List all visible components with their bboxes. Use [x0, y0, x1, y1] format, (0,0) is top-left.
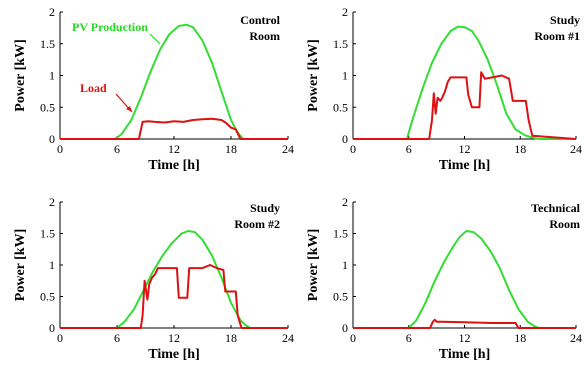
x-tick-label: 6: [406, 142, 412, 156]
y-tick-label: 0.5: [40, 100, 55, 114]
x-tick-label: 24: [570, 331, 582, 345]
x-tick-label: 6: [114, 331, 120, 345]
x-axis-label: Time [h]: [148, 158, 199, 173]
load-series-line: [60, 117, 288, 140]
y-tick-label: 1: [342, 69, 348, 83]
y-tick-label: 0.5: [333, 100, 348, 114]
y-tick-label: 0.5: [333, 290, 348, 304]
y-tick-label: 2: [49, 5, 55, 19]
pv-production-series-line: [60, 23, 288, 140]
x-axis-label: Time [h]: [439, 347, 490, 362]
x-tick-label: 0: [57, 331, 63, 345]
x-axis-label: Time [h]: [148, 347, 199, 362]
y-tick-label: 1.5: [40, 37, 55, 51]
pv-production-series-line: [60, 230, 288, 329]
y-tick-label: 1: [49, 69, 55, 83]
panel-title-line: Room #2: [234, 217, 280, 231]
y-axis-label: Power [kW]: [13, 39, 28, 111]
panel-title-line: Room: [249, 29, 280, 43]
panel-title-line: Study: [250, 201, 280, 215]
x-tick-label: 0: [350, 331, 356, 345]
pv-production-series-line: [353, 25, 576, 140]
x-tick-label: 12: [168, 142, 180, 156]
x-axis-label: Time [h]: [439, 158, 490, 173]
load-series-line: [353, 71, 577, 140]
panel-title-line: Room #1: [534, 29, 580, 43]
y-axis-label: Power [kW]: [306, 39, 321, 111]
y-tick-label: 2: [342, 195, 348, 209]
y-tick-label: 0: [342, 321, 348, 335]
pv-production-series-line: [353, 230, 576, 329]
y-tick-label: 0: [49, 321, 55, 335]
y-tick-label: 0.5: [40, 290, 55, 304]
y-axis-label: Power [kW]: [306, 229, 321, 301]
panel-title-line: Technical: [531, 201, 581, 215]
y-axis-label: Power [kW]: [13, 229, 28, 301]
x-tick-label: 0: [57, 142, 63, 156]
y-tick-label: 2: [342, 5, 348, 19]
y-tick-label: 0: [49, 132, 55, 146]
x-tick-label: 18: [514, 331, 526, 345]
x-tick-label: 6: [114, 142, 120, 156]
y-tick-label: 1.5: [333, 227, 348, 241]
panel-title-line: Room: [549, 217, 580, 231]
x-tick-label: 6: [406, 331, 412, 345]
x-tick-label: 24: [570, 142, 582, 156]
chart-panel-1: 0 6 12 18 24 0 0.5 1 1.5 2 Time [h] Power [kW] Contr…: [13, 5, 294, 173]
pv-annotation-arrow: [149, 33, 161, 45]
x-tick-label: 12: [168, 331, 180, 345]
y-tick-label: 1.5: [333, 37, 348, 51]
y-tick-label: 1.5: [40, 227, 55, 241]
load-annotation-arrowhead: [126, 106, 132, 112]
y-tick-label: 1: [49, 258, 55, 272]
x-tick-label: 12: [459, 331, 471, 345]
x-tick-label: 18: [514, 142, 526, 156]
y-tick-label: 1: [342, 258, 348, 272]
panel-title-line: Control: [240, 13, 280, 27]
x-tick-label: 18: [225, 142, 237, 156]
y-tick-label: 2: [49, 195, 55, 209]
load-series-line: [353, 318, 576, 329]
load-series-line: [60, 264, 288, 329]
x-tick-label: 18: [225, 331, 237, 345]
y-tick-label: 0: [342, 132, 348, 146]
chart-panel-4: 0 6 12 18 24 0 0.5 1 1.5 2 Time [h] Power [kW] Techn…: [306, 195, 582, 362]
chart-panel-3: 0 6 12 18 24 0 0.5 1 1.5 2 Time [h] Power [kW] Study…: [13, 195, 294, 362]
x-tick-label: 24: [282, 331, 294, 345]
chart-panel-2: 0 6 12 18 24 0 0.5 1 1.5 2 Time [h] Power [kW] Study…: [306, 5, 582, 173]
pv-production-annotation: PV Production: [72, 20, 148, 34]
x-tick-label: 0: [350, 142, 356, 156]
load-annotation: Load: [80, 81, 107, 95]
x-tick-label: 12: [459, 142, 471, 156]
panel-title-line: Study: [550, 13, 580, 27]
x-tick-label: 24: [282, 142, 294, 156]
